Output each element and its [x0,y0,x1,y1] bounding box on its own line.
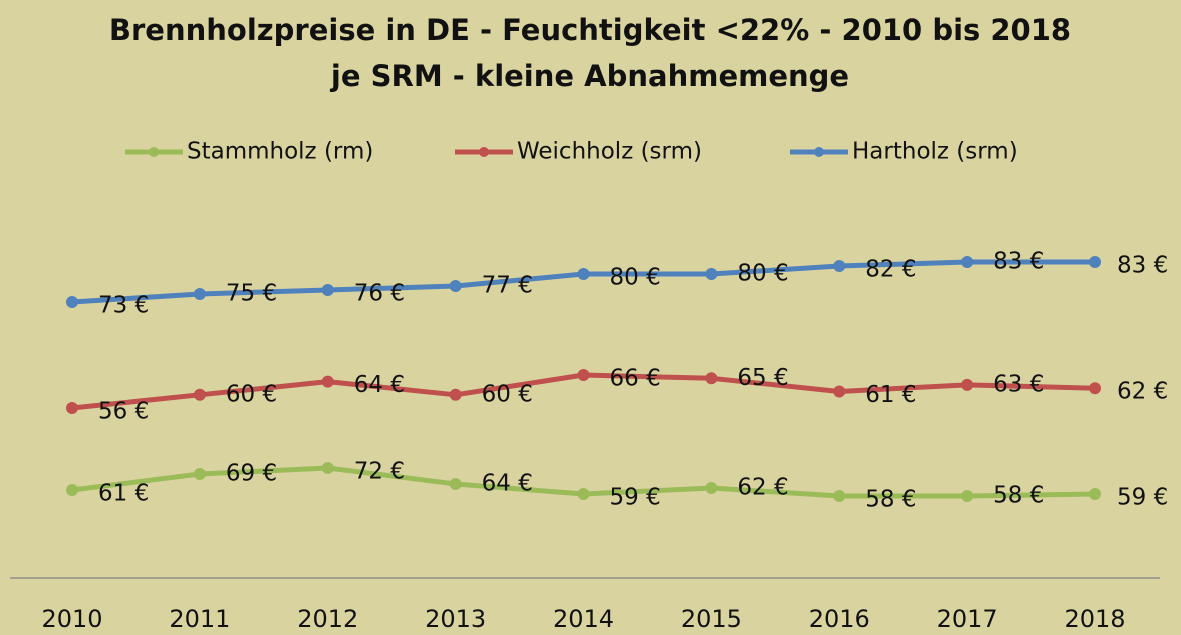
data-label: 69 € [226,461,277,487]
x-tick-label: 2017 [937,605,998,633]
series-marker [577,268,590,280]
legend-marker [479,147,489,157]
data-label: 72 € [354,459,405,485]
series-marker [961,378,974,391]
series-marker [66,402,78,414]
x-tick-label: 2011 [169,605,230,633]
series-marker [193,388,206,401]
data-label: 59 € [610,485,661,511]
data-label: 63 € [993,371,1044,397]
data-label: 80 € [610,265,661,291]
series-marker [833,385,846,398]
data-label: 62 € [1117,379,1168,405]
series-marker [1089,382,1101,395]
series-marker [1089,488,1101,500]
x-tick-label: 2016 [809,605,870,633]
chart-title: Brennholzpreise in DE - Feuchtigkeit <22… [109,13,1071,47]
x-tick-label: 2012 [297,605,358,633]
data-label: 58 € [993,483,1044,509]
x-tick-label: 2013 [425,605,486,633]
series-marker [193,468,206,480]
data-label: 83 € [993,249,1044,275]
data-label: 66 € [610,366,661,392]
series-marker [961,490,974,502]
legend-label: Hartholz (srm) [852,139,1018,165]
series-marker [833,260,846,272]
legend-label: Weichholz (srm) [517,139,702,165]
data-label: 61 € [98,481,149,507]
data-label: 76 € [354,281,405,307]
series-marker [833,490,846,502]
series-marker [705,268,718,280]
x-tick-label: 2015 [681,605,742,633]
series-marker [449,388,462,401]
data-label: 82 € [865,257,916,283]
series-marker [449,478,462,490]
series-marker [577,488,590,500]
data-label: 60 € [482,381,533,407]
data-label: 80 € [737,261,788,287]
data-label: 61 € [865,382,916,408]
data-label: 64 € [482,471,533,497]
series-marker [961,256,974,268]
data-label: 62 € [737,475,788,501]
data-label: 77 € [482,273,533,299]
data-label: 59 € [1117,485,1168,511]
series-marker [66,484,78,496]
x-tick-label: 2018 [1064,605,1125,633]
data-label: 73 € [98,293,149,319]
series-marker [577,369,590,381]
data-label: 65 € [737,365,788,391]
data-label: 75 € [226,281,277,307]
series-marker [193,288,206,300]
series-marker [321,462,334,474]
chart-subtitle: je SRM - kleine Abnahmemenge [330,59,849,93]
series-marker [321,375,334,388]
legend-marker [149,147,159,157]
series-marker [321,284,334,296]
data-label: 60 € [226,381,277,407]
series-marker [1089,256,1101,268]
data-label: 64 € [354,372,405,398]
series-marker [705,482,718,494]
legend-label: Stammholz (rm) [187,139,373,165]
series-marker [449,280,462,292]
x-tick-label: 2010 [41,605,102,633]
x-tick-label: 2014 [553,605,614,633]
series-marker [66,296,78,308]
series-marker [705,372,718,385]
data-label: 58 € [865,487,916,513]
legend-marker [814,147,824,157]
data-label: 83 € [1117,253,1168,279]
data-label: 56 € [98,399,149,425]
